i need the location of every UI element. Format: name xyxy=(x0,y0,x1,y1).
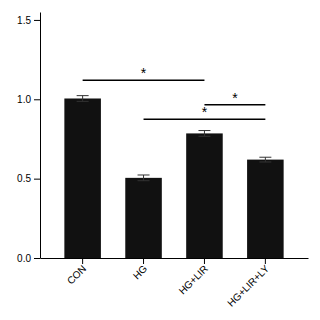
tick-mark xyxy=(265,258,266,264)
axis-line xyxy=(41,258,309,259)
annotations: * * * xyxy=(141,65,238,120)
tick-label: 0.0 xyxy=(17,253,31,264)
tick-mark xyxy=(82,258,83,264)
bar xyxy=(247,160,284,258)
bar xyxy=(186,133,223,258)
tick-label: HG+LIR xyxy=(177,263,211,297)
tick: 1.5 xyxy=(17,15,40,26)
significance-label: * xyxy=(141,65,147,81)
chart: * * * 0.0 0.5 1.0 1.5 CON HG HG+LIR HG+LIR+LY xyxy=(0,0,320,320)
bar xyxy=(125,178,162,258)
tick-mark xyxy=(34,20,40,21)
tick-mark xyxy=(34,179,40,180)
error-bar xyxy=(198,131,210,137)
y-axis: 0.0 0.5 1.0 1.5 xyxy=(17,13,40,264)
tick-mark xyxy=(34,258,40,259)
axis-line xyxy=(40,13,41,259)
tick-mark xyxy=(143,258,144,264)
error-bar xyxy=(259,157,271,162)
significance-label: * xyxy=(202,104,208,120)
marks xyxy=(64,80,283,258)
bar xyxy=(64,98,101,258)
tick-label: HG xyxy=(131,263,150,282)
x-axis: CON HG HG+LIR HG+LIR+LY xyxy=(41,258,309,309)
tick: HG xyxy=(131,258,150,281)
error-bar xyxy=(77,96,89,102)
tick: HG+LIR xyxy=(177,258,211,296)
error-bar xyxy=(138,175,150,181)
tick: 1.0 xyxy=(17,94,40,105)
tick-label: 1.0 xyxy=(17,94,31,105)
tick-label: 1.5 xyxy=(17,15,31,26)
plot: * * * 0.0 0.5 1.0 1.5 CON HG HG+LIR HG+LIR+LY xyxy=(17,13,308,309)
tick: HG+LIR+LY xyxy=(225,258,271,309)
tick-mark xyxy=(204,258,205,264)
tick: 0.5 xyxy=(17,173,40,184)
tick-label: CON xyxy=(65,263,89,287)
tick-label: HG+LIR+LY xyxy=(225,263,271,309)
tick-label: 0.5 xyxy=(17,173,31,184)
tick-mark xyxy=(34,99,40,100)
tick: 0.0 xyxy=(17,253,40,264)
tick: CON xyxy=(65,258,89,286)
significance-label: * xyxy=(232,90,238,106)
